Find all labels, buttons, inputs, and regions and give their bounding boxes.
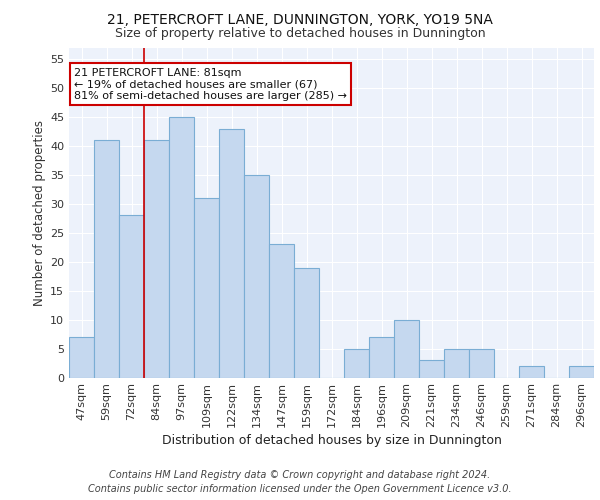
Bar: [219, 128, 244, 378]
Bar: [169, 117, 194, 378]
Bar: [519, 366, 544, 378]
Bar: [369, 337, 394, 378]
Bar: [269, 244, 294, 378]
X-axis label: Distribution of detached houses by size in Dunnington: Distribution of detached houses by size …: [161, 434, 502, 448]
Bar: [419, 360, 444, 378]
Bar: [69, 337, 94, 378]
Bar: [144, 140, 169, 378]
Bar: [94, 140, 119, 378]
Bar: [294, 268, 319, 378]
Bar: [344, 348, 369, 378]
Text: Contains HM Land Registry data © Crown copyright and database right 2024.
Contai: Contains HM Land Registry data © Crown c…: [88, 470, 512, 494]
Bar: [394, 320, 419, 378]
Bar: [569, 366, 594, 378]
Text: Size of property relative to detached houses in Dunnington: Size of property relative to detached ho…: [115, 28, 485, 40]
Text: 21, PETERCROFT LANE, DUNNINGTON, YORK, YO19 5NA: 21, PETERCROFT LANE, DUNNINGTON, YORK, Y…: [107, 12, 493, 26]
Bar: [119, 216, 144, 378]
Bar: [244, 175, 269, 378]
Bar: [469, 348, 494, 378]
Bar: [444, 348, 469, 378]
Y-axis label: Number of detached properties: Number of detached properties: [33, 120, 46, 306]
Text: 21 PETERCROFT LANE: 81sqm
← 19% of detached houses are smaller (67)
81% of semi-: 21 PETERCROFT LANE: 81sqm ← 19% of detac…: [74, 68, 347, 101]
Bar: [194, 198, 219, 378]
